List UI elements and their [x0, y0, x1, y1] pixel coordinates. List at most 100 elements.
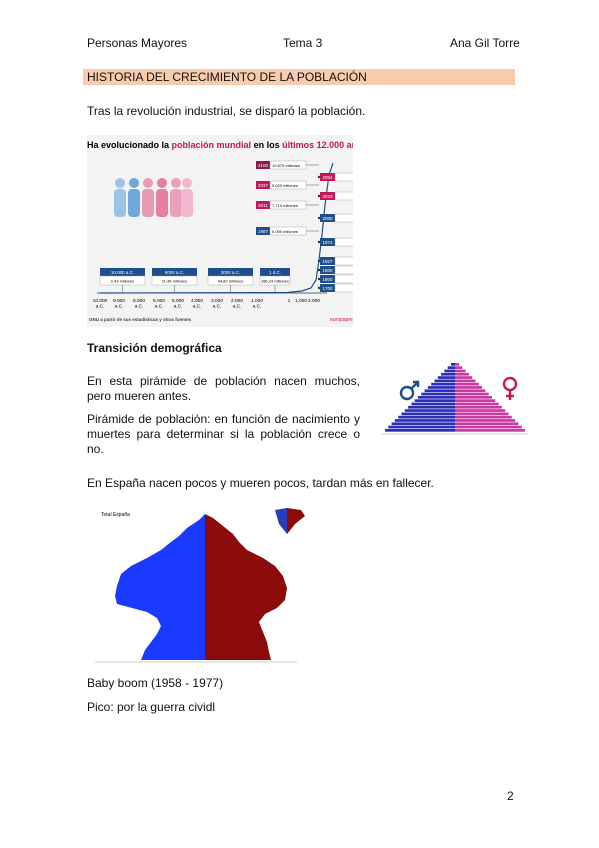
year-box: [320, 257, 335, 265]
infographic: Ha evolucionado la población mundial en …: [87, 135, 353, 327]
pyramid-bar-female: [455, 389, 486, 393]
point: [317, 268, 321, 272]
value-box: [334, 265, 353, 275]
pyramid-bar-female: [455, 366, 463, 369]
chart-label: Total España: [101, 512, 130, 518]
caption: Pico: por la guerra cividl: [87, 700, 216, 714]
pyramid-bar-female: [455, 412, 509, 416]
x-label-era: a.C.: [193, 304, 202, 310]
x-label-era: a.C.: [155, 304, 164, 310]
pyramid-bar-female: [455, 419, 516, 422]
era-box: [100, 268, 145, 276]
pyramid-bar-male: [414, 399, 455, 402]
pyramid-bar-female: [455, 415, 512, 419]
x-label: 2.000: [231, 298, 243, 304]
year-box: [320, 266, 335, 274]
value-label: 5.050 millones: [272, 229, 298, 234]
caption: Baby boom (1958 - 1977): [87, 676, 224, 690]
era-label: 10.000 a.C.: [111, 270, 134, 275]
value-box: [334, 213, 353, 223]
era-box: [208, 268, 253, 276]
spain-pyramid: Total España: [87, 500, 335, 666]
pyramid-bar-female: [455, 372, 469, 376]
population-pyramid: [382, 363, 528, 435]
pyramid-bar-male: [424, 389, 455, 393]
point: [317, 286, 321, 290]
value-box: [334, 283, 353, 293]
pyramid-bar-male: [434, 379, 455, 383]
pyramid-bar-female: [455, 386, 483, 389]
male-area: [115, 514, 205, 660]
paragraph: En esta pirámide de población nacen much…: [87, 374, 360, 403]
x-label: 3.000: [211, 298, 223, 304]
x-label: 6.000: [153, 298, 165, 304]
pyramid-bar-female: [455, 405, 502, 409]
year-box: [320, 173, 335, 181]
header-right: Ana Gil Torre: [450, 36, 520, 50]
year-label: 1900: [322, 268, 333, 273]
era-value: 11,46 millones: [162, 279, 188, 284]
value-label: 9.020 millones: [272, 183, 298, 188]
year-box: [320, 284, 335, 292]
value-box: [334, 274, 353, 284]
pyramid-bar-male: [451, 363, 455, 366]
x-label-era: a.C.: [253, 304, 262, 310]
era-box: [152, 268, 197, 276]
inset-pyramid: [287, 508, 305, 534]
pyramid-bar-male: [394, 419, 455, 422]
year-box: [256, 227, 270, 235]
pyramid-bar-female: [455, 429, 525, 432]
year-label: 2054: [322, 175, 333, 180]
pyramid-bar-male: [388, 425, 455, 429]
year-label: 2000: [322, 216, 333, 221]
era-box: [260, 268, 290, 276]
x-label-era: a.C.: [233, 304, 242, 310]
x-label: 10.000: [93, 298, 108, 304]
subheading: Transición demográfica: [87, 341, 222, 355]
pyramid-bar-male: [408, 405, 455, 409]
value-label: 10.870 millones: [272, 163, 300, 168]
pyramid-bar-female: [455, 382, 479, 386]
point: [317, 259, 321, 263]
point: [317, 216, 321, 220]
pyramid-bar-male: [391, 422, 455, 426]
pyramid-bar-male: [427, 386, 455, 389]
year-label: 2023: [322, 194, 333, 199]
value-box: [334, 256, 353, 266]
value-box: [334, 237, 353, 247]
pyramid-bar-male: [401, 412, 455, 416]
era-label: 6000 a.C.: [165, 270, 185, 275]
paragraph: Pirámide de población: en función de nac…: [87, 412, 360, 456]
x-label-era: a.C.: [96, 304, 105, 310]
era-value: 44,82 millones: [218, 279, 244, 284]
year-label: 2100: [258, 163, 269, 168]
female-symbol: [502, 376, 518, 400]
year-label: 1987: [258, 229, 269, 234]
male-symbol: [399, 380, 420, 401]
point: [317, 194, 321, 198]
year-label: 1800: [322, 277, 333, 282]
x-label: 1.000: [295, 298, 307, 304]
x-label: 1: [288, 298, 291, 304]
x-label-era: a.C.: [115, 304, 124, 310]
pyramid-bar-female: [455, 399, 496, 402]
pyramid-bar-male: [447, 366, 455, 369]
source: ONU a partir de sus estadísticas y otras…: [89, 317, 192, 322]
pyramid-bar-male: [437, 376, 455, 379]
x-label: 8.000: [133, 298, 145, 304]
value-box: [334, 191, 353, 201]
x-label: 1.000: [251, 298, 263, 304]
pyramid-bar-female: [455, 363, 459, 366]
year-box: [256, 181, 270, 189]
x-label-era: a.C.: [174, 304, 183, 310]
era-label: 1 d.C.: [269, 270, 281, 275]
year-label: 1700: [322, 286, 333, 291]
pyramid-bar-female: [455, 369, 466, 373]
header-center: Tema 3: [283, 36, 323, 50]
infographic-title: Ha evolucionado la población mundial en …: [87, 140, 353, 150]
pyramid-bar-male: [441, 372, 455, 376]
year-box: [320, 275, 335, 283]
pyramid-bar-female: [455, 425, 522, 429]
point: [317, 277, 321, 281]
